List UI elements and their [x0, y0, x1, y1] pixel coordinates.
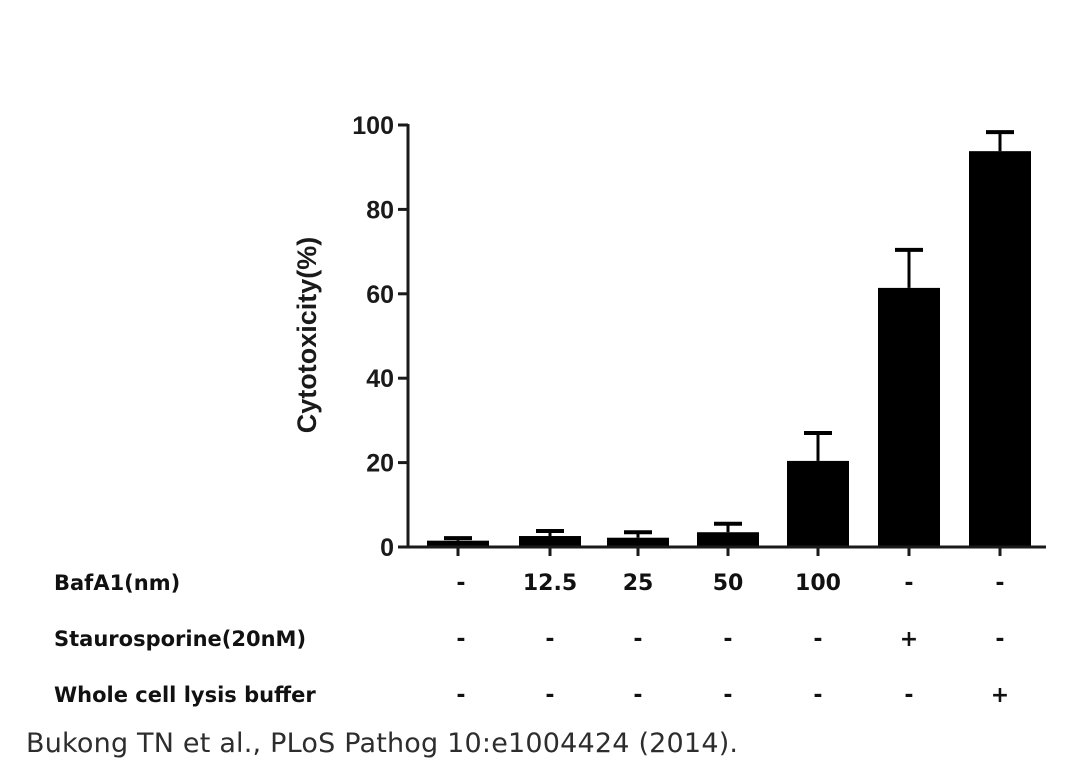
condition-row-label: BafA1(nm): [54, 571, 180, 595]
condition-row-1: BafA1(nm) - 12.5 25 50 100 - -: [54, 571, 1005, 596]
bar-4: [697, 521, 759, 547]
condition-value: -: [723, 627, 732, 652]
bar-rect: [607, 537, 669, 547]
bar-5: [787, 431, 849, 547]
condition-value: -: [456, 627, 465, 652]
bar-3: [607, 530, 669, 547]
y-axis: 0 20 40 60 80 100: [352, 112, 410, 562]
bar-rect: [427, 540, 489, 547]
condition-row-label: Staurosporine(20nM): [54, 627, 306, 651]
y-tick-label: 40: [366, 365, 394, 393]
bar-rect: [787, 460, 849, 547]
condition-value: -: [633, 627, 642, 652]
condition-row-2: Staurosporine(20nM) - - - - - + -: [54, 627, 1005, 652]
y-tick-label: 20: [366, 450, 394, 478]
condition-value: -: [904, 571, 913, 596]
condition-value: -: [995, 627, 1004, 652]
y-tick-label: 100: [352, 112, 394, 140]
condition-value: -: [995, 571, 1004, 596]
citation: Bukong TN et al., PLoS Pathog 10:e100442…: [26, 728, 739, 759]
condition-value: 25: [623, 571, 654, 596]
bar-rect: [969, 151, 1031, 547]
condition-table: BafA1(nm) -12.5 25 50 100- -Staurosporine(20n…: [54, 571, 1009, 708]
condition-value: -: [904, 683, 913, 708]
condition-row-label: Whole cell lysis buffer: [54, 683, 316, 707]
bar-rect: [697, 532, 759, 547]
condition-row-3: Whole cell lysis buffer - - - - - - +: [54, 683, 1009, 708]
condition-value: -: [813, 627, 822, 652]
y-tick-label: 0: [380, 534, 394, 562]
condition-value: -: [456, 683, 465, 708]
x-axis: [406, 545, 1046, 556]
condition-value: -: [813, 683, 822, 708]
bar-7: [969, 130, 1031, 547]
y-axis-title: Cytotoxicity(%): [292, 237, 322, 434]
bar-6: [878, 247, 940, 547]
condition-value: +: [900, 627, 918, 652]
condition-value: 100: [795, 571, 841, 596]
condition-value: +: [991, 683, 1009, 708]
condition-value: 12.5: [523, 571, 577, 596]
y-tick-label: 60: [366, 281, 394, 309]
condition-value: -: [633, 683, 642, 708]
condition-value: -: [545, 683, 554, 708]
bar-1: [427, 536, 489, 547]
y-tick-label: 80: [366, 196, 394, 224]
bars: [427, 130, 1031, 547]
bar-2: [519, 528, 581, 547]
condition-value: -: [723, 683, 732, 708]
bar-rect: [878, 287, 940, 547]
condition-value: -: [456, 571, 465, 596]
bar-rect: [519, 536, 581, 547]
condition-value: -: [545, 627, 554, 652]
condition-value: 50: [713, 571, 744, 596]
